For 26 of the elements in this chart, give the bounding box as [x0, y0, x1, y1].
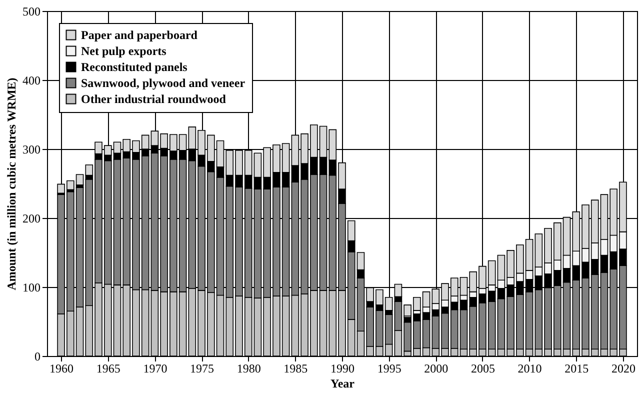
legend-label: Paper and paperboard [81, 28, 198, 42]
x-tick-label: 1965 [96, 362, 120, 376]
x-tick-label: 1980 [236, 362, 261, 376]
x-tick-label: 1960 [50, 362, 74, 376]
y-tick-label: 0 [34, 350, 40, 364]
x-tick-label: 1995 [377, 362, 402, 376]
x-tick-label: 1970 [143, 362, 168, 376]
legend-label: Reconstituted panels [81, 60, 188, 74]
x-axis-title: Year [330, 376, 356, 390]
y-tick-label: 200 [22, 212, 40, 226]
x-tick-label: 2010 [518, 362, 542, 376]
y-axis-title: Amount (in million cubic metres WRME) [4, 78, 18, 290]
legend-label: Sawnwood, plywood and veneer [81, 76, 246, 90]
x-tick-label: 2015 [564, 362, 589, 376]
x-tick-label: 2000 [424, 362, 448, 376]
x-tick-label: 1975 [190, 362, 214, 376]
x-tick-label: 1985 [284, 362, 308, 376]
x-tick-label: 2020 [611, 362, 636, 376]
legend-label: Other industrial roundwood [81, 92, 226, 106]
x-tick-label: 1990 [330, 362, 354, 376]
y-tick-label: 100 [22, 280, 40, 294]
y-tick-label: 300 [22, 142, 40, 156]
legend-label: Net pulp exports [81, 44, 167, 58]
y-tick-label: 400 [22, 74, 40, 88]
y-tick-label: 500 [22, 4, 40, 18]
x-tick-label: 2005 [470, 362, 495, 376]
